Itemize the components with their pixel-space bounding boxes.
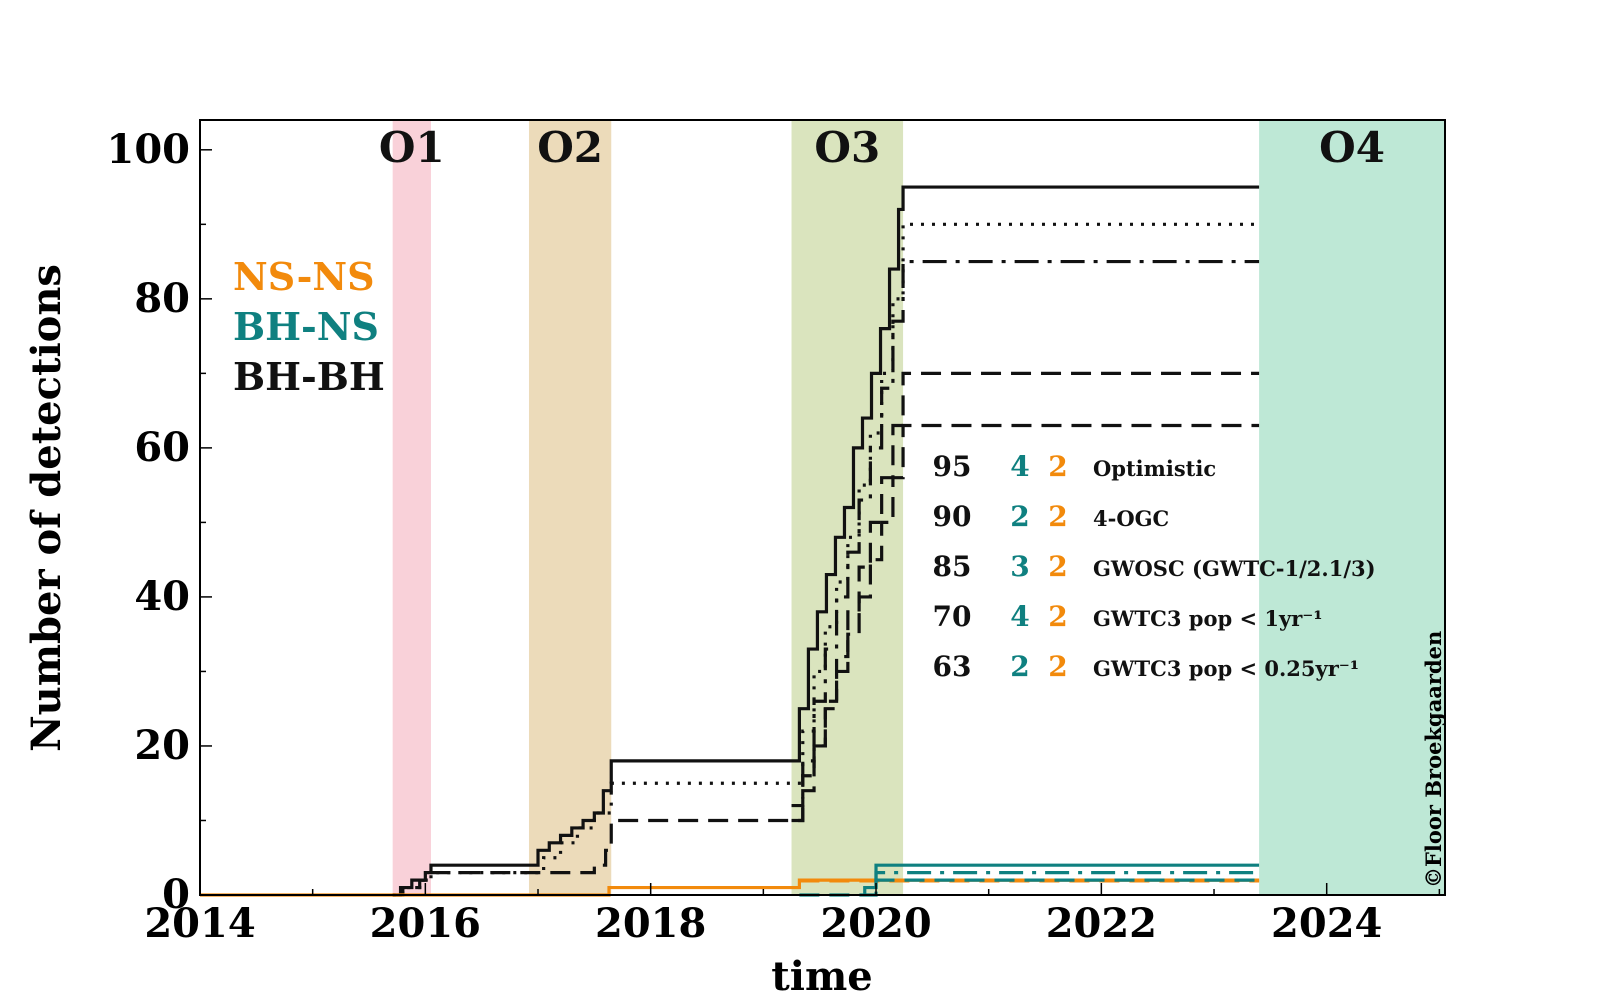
run-label-o3: O3 bbox=[814, 123, 880, 172]
series-line-bh-bh-optimistic bbox=[392, 185, 1260, 897]
x-tick-label: 2016 bbox=[370, 900, 481, 947]
run-label-o4: O4 bbox=[1319, 123, 1385, 172]
x-tick-label: 2014 bbox=[144, 900, 255, 947]
table-nsns-count: 2 bbox=[1048, 650, 1067, 683]
series-line-bh-bh-gwtc3-pop-1yr bbox=[392, 371, 1260, 897]
table-catalog-name: 4-OGC bbox=[1093, 506, 1169, 531]
table-catalog-name: GWTC3 pop < 1yr⁻¹ bbox=[1093, 606, 1323, 631]
y-axis-title: Number of detections bbox=[23, 264, 70, 752]
table-bhns-count: 2 bbox=[1010, 650, 1029, 683]
run-label-o2: O2 bbox=[537, 123, 603, 172]
table-bbh-count: 85 bbox=[933, 550, 972, 583]
table-bbh-count: 70 bbox=[933, 600, 972, 633]
table-nsns-count: 2 bbox=[1048, 450, 1067, 483]
axis-ticks: 2014 2016 2018 2020 2022 2024 0 20 40 60 80 100 bbox=[107, 126, 1441, 947]
x-tick-label: 2018 bbox=[595, 900, 706, 947]
run-band-o2 bbox=[528, 120, 612, 895]
observing-run-bands: O1 O2 O3 O4 bbox=[379, 120, 1445, 895]
source-type-legend: NS-NS BH-NS BH-BH bbox=[233, 254, 385, 399]
plot-frame bbox=[199, 119, 1446, 896]
table-bbh-count: 63 bbox=[933, 650, 972, 683]
table-bhns-count: 4 bbox=[1010, 450, 1029, 483]
x-tick-label: 2024 bbox=[1271, 900, 1382, 947]
series-line-bh-bh-gwtc3-pop-0-25yr bbox=[791, 423, 1260, 808]
series-line-bh-bh-gwosc-gwtc-1-2-1-3 bbox=[791, 259, 1260, 823]
table-bbh-count: 90 bbox=[933, 500, 972, 533]
table-catalog-name: Optimistic bbox=[1093, 456, 1216, 481]
x-tick-label: 2020 bbox=[820, 900, 931, 947]
y-tick-label: 80 bbox=[134, 275, 190, 322]
run-label-o1: O1 bbox=[379, 123, 445, 172]
x-tick-label: 2022 bbox=[1046, 900, 1157, 947]
legend-bh-bh: BH-BH bbox=[233, 354, 385, 399]
x-axis-title: time bbox=[771, 953, 872, 1000]
table-bhns-count: 3 bbox=[1010, 550, 1029, 583]
y-tick-label: 0 bbox=[162, 871, 190, 918]
y-tick-label: 20 bbox=[134, 722, 190, 769]
run-band-o4 bbox=[1259, 120, 1445, 895]
table-bhns-count: 4 bbox=[1010, 600, 1029, 633]
y-tick-label: 60 bbox=[134, 424, 190, 471]
table-bhns-count: 2 bbox=[1010, 500, 1029, 533]
credit-text: ©Floor Broekgaarden bbox=[1421, 631, 1446, 888]
table-catalog-name: GWOSC (GWTC-1/2.1/3) bbox=[1093, 556, 1376, 581]
series-line-bh-ns-gwosc bbox=[874, 871, 1260, 888]
table-catalog-name: GWTC3 pop < 0.25yr⁻¹ bbox=[1093, 656, 1359, 681]
legend-ns-ns: NS-NS bbox=[233, 254, 375, 299]
run-band-o1 bbox=[392, 120, 431, 895]
table-nsns-count: 2 bbox=[1048, 500, 1067, 533]
table-bbh-count: 95 bbox=[933, 450, 972, 483]
table-nsns-count: 2 bbox=[1048, 550, 1067, 583]
y-tick-label: 40 bbox=[134, 573, 190, 620]
legend-bh-ns: BH-NS bbox=[233, 304, 379, 349]
table-nsns-count: 2 bbox=[1048, 600, 1067, 633]
y-tick-label: 100 bbox=[107, 126, 191, 173]
